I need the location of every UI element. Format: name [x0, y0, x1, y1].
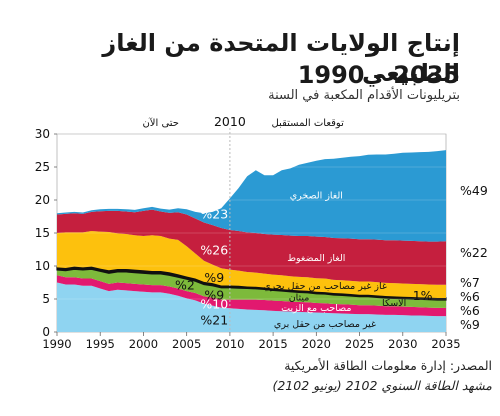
x-tick-label: 2000 [129, 337, 158, 351]
area-label-tight: الغاز المضغوط [287, 253, 345, 264]
y-tick-label: 15 [35, 226, 50, 240]
y-tick-label: 25 [35, 160, 50, 174]
share-2035-associated: %6 [460, 303, 480, 318]
share-2010-conventional: %21 [200, 313, 228, 328]
area-label-conventional: غير مصاحب من حقل بري [274, 319, 376, 330]
share-2010-associated: %10 [200, 296, 228, 311]
area-label-coalbed: غاز غير مصاحب من حقل بحري [263, 281, 387, 292]
share-2010-shale: %23 [200, 207, 228, 222]
chart-title-years: 1990 – 2035 [297, 61, 460, 89]
area-label-offshore: ميثان [289, 293, 310, 304]
share-2035-offshore: %6 [460, 289, 480, 304]
share-2010-coalbed: %9 [204, 270, 224, 285]
y-tick-label: 5 [42, 292, 50, 306]
share-2035-conventional: %9 [460, 317, 480, 332]
projection-label: توقعات المستقبل [271, 118, 344, 129]
y-tick-label: 10 [35, 259, 50, 273]
x-tick-label: 2030 [388, 337, 417, 351]
area-conventional [57, 282, 446, 332]
history-label: حتى الآن [142, 117, 179, 129]
area-label-associated: مصاحب مع الزيت [281, 303, 351, 314]
chart-title: إنتاج الولايات المتحدة من الغاز الطبيعي [102, 29, 460, 87]
x-tick-label: 2005 [172, 337, 201, 351]
x-tick-label: 2035 [431, 337, 460, 351]
area-offshore [57, 269, 446, 308]
x-tick-label: 2020 [302, 337, 331, 351]
area-coalbed [57, 231, 446, 299]
x-tick-label: 1995 [86, 337, 115, 351]
x-tick-label: 2010 [215, 337, 244, 351]
source-publication: مشهد الطاقة السنوي 2102 (يونيو 2102) [272, 378, 492, 393]
share-2010-tight: %26 [200, 242, 228, 257]
chart-subtitle: بتريليونات الأقدام المكعبة في السنة [268, 88, 460, 103]
share-2010-alaska: %2 [175, 278, 195, 293]
y-tick-label: 30 [35, 127, 50, 141]
area-label-shale: الغاز الصخري [290, 190, 343, 201]
y-tick-label: 0 [42, 325, 50, 339]
share-2035-alaska: 1% [413, 288, 433, 303]
area-label-alaska: الاسكا [382, 298, 406, 309]
share-2035-shale: %49 [460, 183, 488, 198]
share-2035-tight: %22 [460, 245, 488, 260]
area-tight [57, 209, 446, 285]
x-tick-label: 2025 [345, 337, 374, 351]
area-shale [57, 150, 446, 242]
divider-label: 2010 [214, 114, 246, 129]
area-associated [57, 275, 446, 317]
share-2035-coalbed: %7 [460, 275, 480, 290]
source-line: المصدر: إدارة معلومات الطاقة الأمريكية [284, 358, 492, 373]
x-tick-label: 2015 [258, 337, 287, 351]
y-tick-label: 20 [35, 193, 50, 207]
x-tick-label: 1990 [42, 337, 71, 351]
share-2010-offshore: %9 [204, 287, 224, 302]
